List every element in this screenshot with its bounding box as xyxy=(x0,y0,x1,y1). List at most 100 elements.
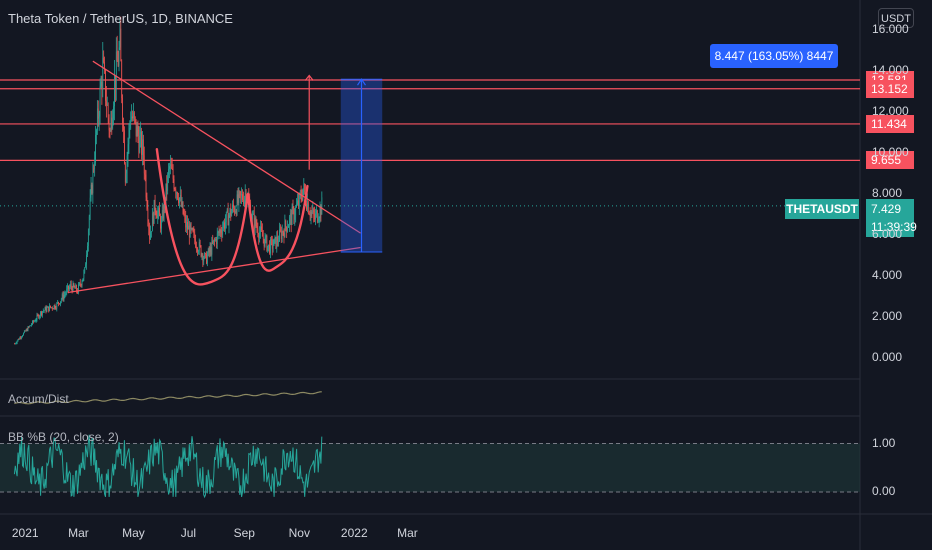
candle-body xyxy=(110,117,112,131)
candle-body xyxy=(127,144,129,156)
candle-body xyxy=(287,227,288,232)
candle-body xyxy=(168,169,169,175)
candle-body xyxy=(261,226,262,231)
candle-body xyxy=(74,286,76,289)
level-price-tag: 9.655 xyxy=(866,151,914,170)
candle-body xyxy=(155,209,157,215)
candle-body xyxy=(177,192,178,199)
currency-button[interactable]: USDT xyxy=(878,8,914,28)
candle-body xyxy=(245,193,247,203)
candle-body xyxy=(219,229,221,233)
candle-body xyxy=(291,207,293,225)
candle-body xyxy=(28,326,30,328)
cup-pattern-curve xyxy=(246,184,309,272)
candle-body xyxy=(220,229,222,233)
candle-body xyxy=(21,336,22,338)
candle-body xyxy=(117,61,119,66)
candle-body xyxy=(41,311,42,315)
candle-body xyxy=(133,112,135,118)
candle-body xyxy=(193,231,195,233)
candle-body xyxy=(196,247,197,249)
candle-body xyxy=(92,168,94,194)
candle-body xyxy=(32,320,33,325)
candle-body xyxy=(169,166,170,170)
candle-body xyxy=(237,194,239,203)
candle-body xyxy=(90,184,92,198)
candle-body xyxy=(321,197,323,215)
candle-body xyxy=(241,194,242,196)
candle-body xyxy=(302,188,304,200)
candle-body xyxy=(161,220,162,229)
candle-body xyxy=(24,330,26,332)
candle-body xyxy=(93,168,95,170)
candle-body xyxy=(184,214,186,216)
candle-body xyxy=(83,271,85,279)
candle-body xyxy=(153,199,155,224)
candle-body xyxy=(149,227,150,240)
candle-body xyxy=(199,242,201,246)
candle-body xyxy=(223,222,224,228)
candle-body xyxy=(26,329,28,331)
candle-body xyxy=(51,307,52,308)
time-axis-tick: Nov xyxy=(288,526,310,540)
candle-body xyxy=(19,337,21,340)
candle-body xyxy=(258,234,260,239)
candle-body xyxy=(163,199,165,219)
candle-body xyxy=(179,195,181,198)
candle-body xyxy=(201,254,203,257)
candle-body xyxy=(316,210,318,222)
triangle-trendline xyxy=(67,246,361,294)
price-axis-tick: 6.000 xyxy=(872,227,903,242)
candle-body xyxy=(252,214,253,220)
candle-body xyxy=(81,281,83,286)
candle-body xyxy=(25,329,27,332)
candle-body xyxy=(214,239,215,241)
candle-body xyxy=(188,225,190,238)
candle-body xyxy=(69,284,71,288)
candle-body xyxy=(206,255,208,264)
candle-body xyxy=(230,208,232,217)
candle-body xyxy=(202,254,204,262)
candle-body xyxy=(46,307,48,312)
candle-body xyxy=(267,245,269,251)
candle-body xyxy=(190,224,192,229)
candle-body xyxy=(242,194,243,200)
candle-body xyxy=(257,228,259,235)
candle-body xyxy=(29,325,31,327)
candle-body xyxy=(87,230,89,246)
price-axis-tick: 12.000 xyxy=(872,104,909,119)
target-arrow-head xyxy=(304,74,314,81)
candle-body xyxy=(191,228,193,230)
candle-body xyxy=(179,197,180,203)
candle-body xyxy=(138,135,140,153)
candle-body xyxy=(40,311,41,316)
candle-body xyxy=(14,343,15,345)
candle-body xyxy=(194,232,196,240)
candle-body xyxy=(82,278,84,282)
candle-body xyxy=(139,135,141,153)
candle-body xyxy=(172,168,174,179)
candle-body xyxy=(73,283,75,287)
candle-body xyxy=(286,226,288,232)
candles xyxy=(14,16,323,345)
candle-body xyxy=(319,205,321,219)
candle-body xyxy=(284,220,286,238)
candle-body xyxy=(128,127,130,145)
candle-body xyxy=(63,294,65,300)
candle-body xyxy=(120,28,122,62)
price-axis-tick: 14.000 xyxy=(872,63,909,78)
candle-body xyxy=(53,305,55,309)
candle-body xyxy=(70,284,72,288)
candle-body xyxy=(23,332,24,336)
candle-body xyxy=(175,189,177,194)
candle-body xyxy=(272,245,274,249)
price-axis-tick: 16.000 xyxy=(872,22,909,37)
candle-body xyxy=(159,207,160,217)
accum-dist-label: Accum/Dist xyxy=(8,392,69,406)
candle-body xyxy=(260,226,261,233)
candle-body xyxy=(66,288,68,294)
candle-body xyxy=(225,211,227,222)
candle-body xyxy=(152,213,153,232)
candle-body xyxy=(22,335,23,337)
